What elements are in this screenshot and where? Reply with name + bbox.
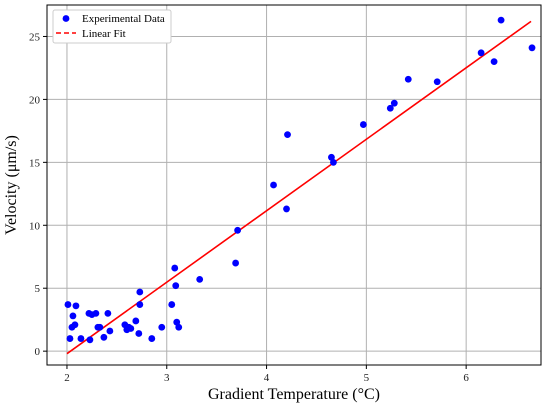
legend-label-experimental-data: Experimental Data bbox=[82, 13, 165, 25]
data-point bbox=[390, 99, 398, 107]
data-point bbox=[196, 276, 204, 283]
data-point bbox=[270, 181, 277, 189]
y-tick-label: 25 bbox=[29, 31, 41, 43]
y-tick-label: 10 bbox=[29, 220, 41, 232]
data-point bbox=[433, 78, 441, 86]
data-point bbox=[148, 335, 156, 342]
data-point bbox=[96, 323, 104, 331]
data-point bbox=[528, 44, 536, 52]
data-point bbox=[135, 330, 143, 337]
data-point bbox=[477, 49, 485, 57]
data-point bbox=[234, 226, 242, 234]
y-tick-label: 0 bbox=[35, 346, 41, 358]
data-point bbox=[404, 75, 412, 83]
data-point bbox=[92, 309, 100, 317]
data-point bbox=[136, 288, 144, 296]
x-axis-ticks: 2 3 4 5 6 bbox=[64, 365, 469, 384]
data-point bbox=[86, 336, 94, 344]
x-axis-label: Gradient Temperature (°C) bbox=[208, 386, 380, 403]
y-tick-label: 5 bbox=[35, 283, 41, 295]
x-tick-label: 2 bbox=[64, 372, 70, 384]
data-point bbox=[497, 16, 505, 24]
data-point bbox=[386, 104, 394, 112]
data-point bbox=[283, 205, 290, 213]
y-tick-label: 15 bbox=[29, 157, 41, 169]
data-points-layer bbox=[64, 16, 536, 344]
data-point bbox=[171, 264, 179, 272]
legend-label-linear-fit: Linear Fit bbox=[82, 28, 126, 40]
x-tick-label: 6 bbox=[463, 372, 469, 384]
data-point bbox=[64, 301, 72, 308]
linear-fit-line bbox=[66, 20, 532, 355]
y-tick-label: 20 bbox=[29, 94, 41, 106]
x-tick-label: 5 bbox=[364, 372, 370, 384]
data-point bbox=[136, 301, 144, 308]
data-point bbox=[132, 317, 140, 325]
legend-marker-experimental-data bbox=[62, 15, 70, 22]
data-point bbox=[100, 333, 108, 341]
data-point bbox=[127, 325, 135, 332]
data-point bbox=[490, 58, 498, 66]
y-axis-label: Velocity (μm/s) bbox=[3, 135, 20, 235]
data-point bbox=[359, 121, 367, 128]
data-point bbox=[69, 312, 77, 320]
grid bbox=[47, 5, 541, 365]
data-point bbox=[66, 335, 74, 342]
data-point bbox=[77, 335, 85, 342]
data-point bbox=[106, 327, 114, 335]
data-point bbox=[330, 158, 337, 166]
x-tick-label: 4 bbox=[264, 372, 270, 384]
legend-box bbox=[52, 9, 172, 44]
data-point bbox=[104, 309, 112, 317]
data-point bbox=[232, 259, 240, 267]
data-point bbox=[168, 301, 176, 308]
data-point bbox=[158, 323, 166, 331]
data-point bbox=[284, 131, 291, 139]
legend: Experimental Data Linear Fit bbox=[52, 9, 172, 44]
plot-frame bbox=[46, 4, 542, 366]
data-point bbox=[72, 302, 80, 310]
data-point bbox=[71, 321, 79, 329]
x-tick-label: 3 bbox=[164, 372, 170, 384]
linear-fit-layer bbox=[66, 20, 532, 355]
data-point bbox=[172, 282, 180, 290]
y-axis-ticks: 0 5 10 15 20 25 bbox=[29, 31, 47, 358]
data-point bbox=[175, 323, 183, 331]
